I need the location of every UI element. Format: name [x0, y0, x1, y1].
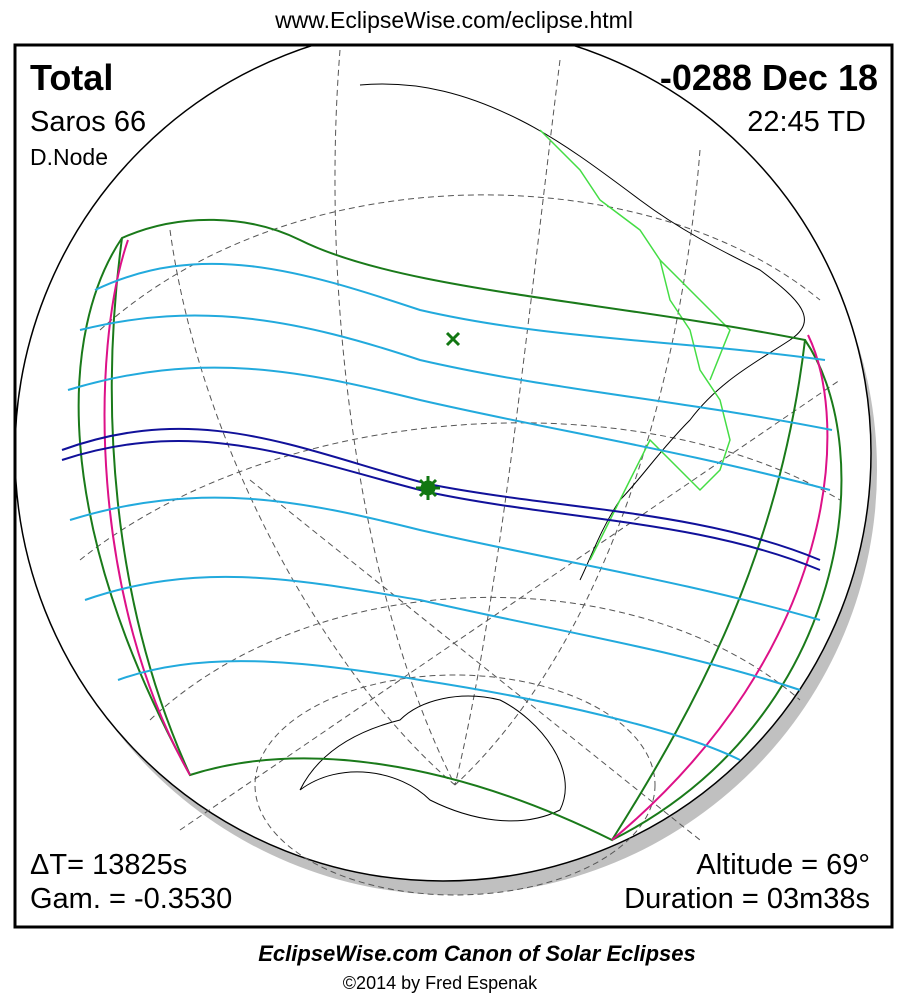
saros: Saros 66: [30, 106, 146, 138]
time: 22:45 TD: [747, 106, 866, 138]
greatest-eclipse: [416, 476, 440, 500]
penumbra-edge: [77, 237, 843, 841]
frame: [13, 43, 894, 929]
date: -0288 Dec 18: [660, 57, 878, 98]
magnitude-lines: [67, 262, 833, 761]
altitude: Altitude = 69°: [696, 849, 870, 881]
rise-set: [103, 239, 829, 841]
eclipse-type: Total: [30, 57, 113, 98]
globe-disk: [15, 45, 872, 882]
url: www.EclipseWise.com/eclipse.html: [274, 7, 633, 33]
gamma: Gam. = -0.3530: [30, 883, 232, 915]
land: [299, 83, 805, 822]
subsolar-point: [445, 331, 461, 347]
footer-title: EclipseWise.com Canon of Solar Eclipses: [258, 941, 696, 966]
node: D.Node: [30, 144, 108, 170]
footer-credit: ©2014 by Fred Espenak: [343, 973, 538, 993]
penumbra-limit: [110, 218, 807, 842]
globe: [15, 45, 877, 896]
delta-t: ΔT= 13825s: [30, 849, 187, 881]
duration: Duration = 03m38s: [624, 883, 870, 915]
